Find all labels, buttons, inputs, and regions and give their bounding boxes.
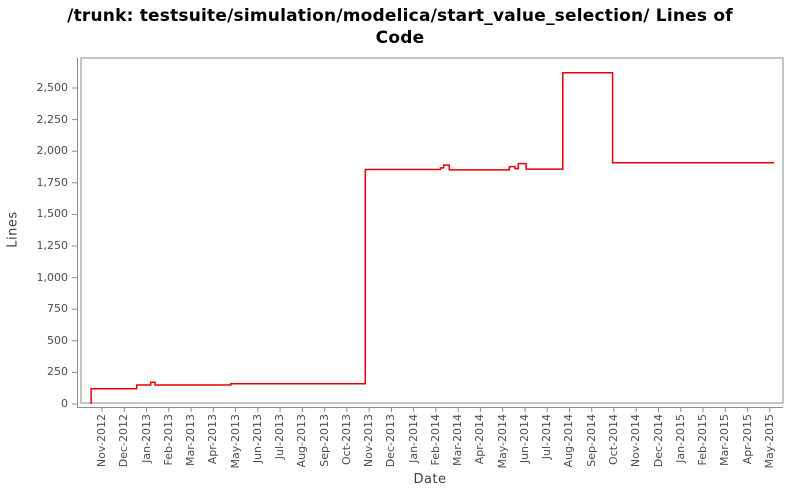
y-tick-label: 2,250 xyxy=(36,112,69,126)
x-tick-label: Jul-2013 xyxy=(273,414,287,460)
x-tick-label: Feb-2013 xyxy=(161,414,175,466)
chart-title-line2: Code xyxy=(375,28,425,48)
x-tick-label: Jul-2014 xyxy=(540,414,554,460)
x-tick-label: May-2015 xyxy=(762,414,776,469)
loc-line-series xyxy=(90,72,774,404)
x-tick-label: May-2014 xyxy=(495,414,509,469)
x-tick-label: Apr-2014 xyxy=(473,414,487,465)
y-tick-label: 0 xyxy=(61,397,68,410)
y-tick-label: 500 xyxy=(47,333,68,347)
x-tick-label: Dec-2012 xyxy=(117,414,131,468)
y-tick-label: 1,250 xyxy=(36,239,69,252)
x-tick-label: Aug-2013 xyxy=(295,414,309,468)
x-tick-label: Mar-2013 xyxy=(184,414,198,467)
y-tick-label: 750 xyxy=(47,302,68,316)
x-tick-label: Oct-2014 xyxy=(606,414,620,465)
x-tick-label: Jan-2014 xyxy=(406,414,420,463)
y-tick-label: 1,500 xyxy=(36,207,69,221)
y-tick-label: 2,000 xyxy=(36,144,69,158)
x-tick-label: Nov-2014 xyxy=(629,414,643,468)
y-tick-label: 1,750 xyxy=(36,175,69,189)
x-tick-label: Jan-2013 xyxy=(139,414,153,463)
x-tick-label: Jan-2015 xyxy=(673,414,687,463)
x-tick-label: Jun-2014 xyxy=(517,414,531,464)
x-tick-label: Oct-2013 xyxy=(339,414,353,465)
y-tick-label: 2,500 xyxy=(36,81,69,94)
x-tick-label: Sep-2013 xyxy=(317,414,331,467)
x-tick-label: Feb-2014 xyxy=(428,414,442,466)
x-tick-label: Feb-2015 xyxy=(696,414,710,466)
x-tick-label: Apr-2015 xyxy=(740,414,754,465)
plot-border xyxy=(80,57,784,404)
x-tick-label: Jun-2013 xyxy=(250,414,264,464)
x-tick-label: Sep-2014 xyxy=(584,414,598,467)
x-tick-label: Aug-2014 xyxy=(562,414,576,468)
x-axis-title: Date xyxy=(413,472,447,487)
chart-title: /trunk: testsuite/simulation/modelica/st… xyxy=(0,5,800,49)
x-tick-label: Mar-2014 xyxy=(451,414,465,467)
x-tick-label: Mar-2015 xyxy=(718,414,732,467)
x-tick-label: May-2013 xyxy=(228,414,242,469)
x-tick-label: Nov-2012 xyxy=(95,414,108,468)
x-tick-label: Dec-2013 xyxy=(384,414,398,468)
x-tick-label: Apr-2013 xyxy=(206,414,220,465)
chart-title-line1: /trunk: testsuite/simulation/modelica/st… xyxy=(67,6,733,26)
y-tick-label: 1,000 xyxy=(36,270,69,284)
x-tick-label: Dec-2014 xyxy=(651,414,665,468)
x-tick-label: Nov-2013 xyxy=(362,414,376,468)
y-tick-label: 250 xyxy=(47,365,68,379)
